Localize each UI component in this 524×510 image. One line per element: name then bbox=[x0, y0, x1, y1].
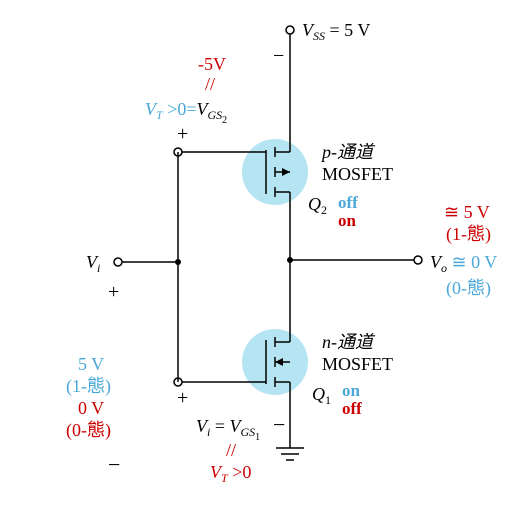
q2-label: Q2 bbox=[308, 194, 327, 217]
vi-vgs1-label: Vi = VGS1 bbox=[196, 416, 260, 443]
vi-0state: (0-態) bbox=[66, 420, 111, 441]
gate1-plus: + bbox=[177, 387, 188, 409]
gate2-plus: + bbox=[177, 123, 188, 145]
vo-1state: (1-態) bbox=[446, 224, 491, 245]
vi-minus: − bbox=[108, 452, 120, 477]
q2-type2: MOSFET bbox=[322, 164, 393, 184]
q2-on: on bbox=[338, 211, 357, 230]
vi-1state: (1-態) bbox=[66, 376, 111, 397]
vo-label: Vo ≅ 0 V bbox=[430, 252, 497, 275]
top-slashes: // bbox=[205, 74, 215, 94]
bottom-slashes: // bbox=[226, 440, 236, 460]
q1-on: on bbox=[342, 381, 361, 400]
q1-label: Q1 bbox=[312, 384, 331, 407]
vt-vgs2-label: VT >0=VGS2 bbox=[145, 99, 227, 126]
vo-5v: ≅ 5 V bbox=[444, 202, 490, 222]
q1-off: off bbox=[342, 399, 362, 418]
vss-terminal bbox=[286, 26, 294, 34]
q1-type2: MOSFET bbox=[322, 354, 393, 374]
q1-type: n-通道 bbox=[322, 332, 376, 352]
vss-label: VSS = 5 V bbox=[302, 20, 370, 43]
neg5v-label: -5V bbox=[198, 54, 226, 74]
q2-off: off bbox=[338, 193, 358, 212]
ground-symbol bbox=[276, 448, 304, 460]
vo-terminal bbox=[414, 256, 422, 264]
source-minus: − bbox=[273, 412, 285, 437]
vi-5v: 5 V bbox=[78, 354, 104, 374]
vi-label: Vi bbox=[86, 252, 100, 275]
vt-bottom: VT >0 bbox=[210, 462, 251, 485]
vo-0state: (0-態) bbox=[446, 278, 491, 299]
vi-0v: 0 V bbox=[78, 398, 104, 418]
vi-plus: + bbox=[108, 281, 119, 303]
q2-type: p-通道 bbox=[320, 142, 376, 162]
vi-terminal bbox=[114, 258, 122, 266]
vss-minus: − bbox=[273, 45, 284, 67]
